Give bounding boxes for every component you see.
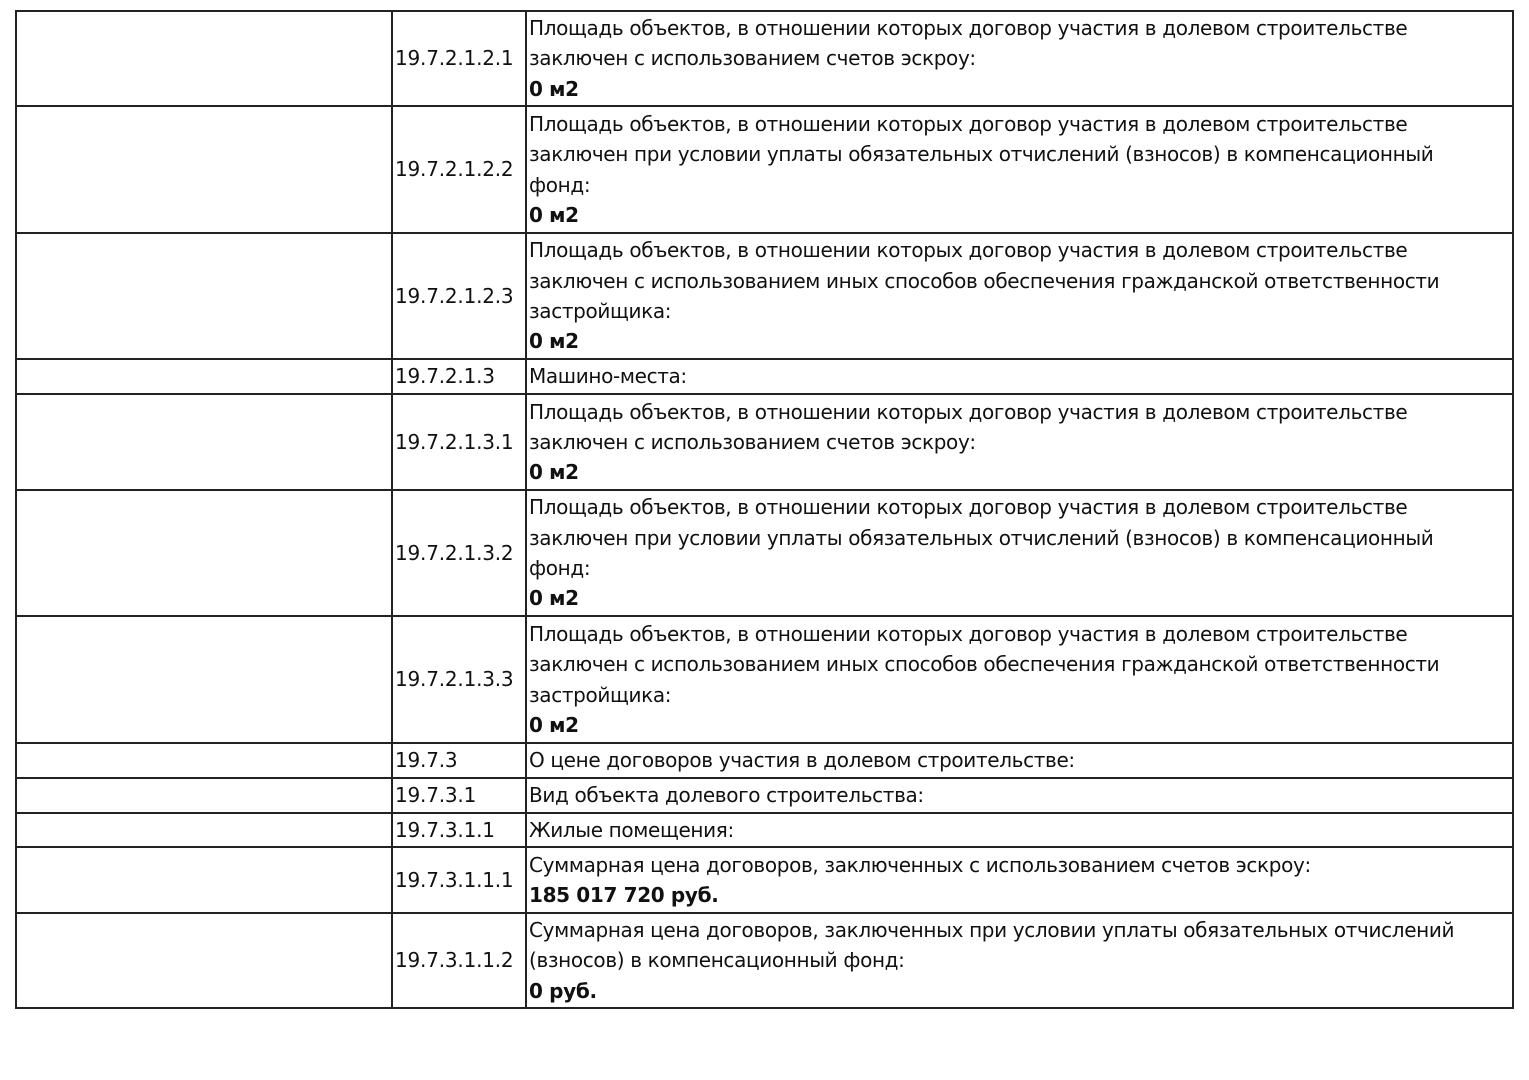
- description-line: заключен при условии уплаты обязательных…: [529, 142, 1434, 167]
- item-description: Суммарная цена договоров, заключенных пр…: [525, 912, 1514, 1009]
- description-line: заключен с использованием счетов эскроу:: [529, 429, 976, 454]
- table-row: 19.7.3.1.1.2 Суммарная цена договоров, за…: [15, 912, 1514, 1009]
- item-code: 19.7.2.1.3.2: [391, 489, 527, 617]
- description-line: застройщика:: [529, 299, 672, 323]
- description-line: Площадь объектов, в отношении которых до…: [529, 16, 1408, 41]
- description-line: Площадь объектов, в отношении которых до…: [529, 238, 1408, 263]
- description-line: застройщика:: [529, 682, 672, 707]
- table-row: 19.7.3.1.1.1 Суммарная цена договоров, за…: [15, 846, 1514, 914]
- description-line: Жилые помещения:: [529, 817, 734, 842]
- description-line: Суммарная цена договоров, заключенных с …: [529, 852, 1311, 877]
- item-code: 19.7.2.1.2.3: [391, 232, 527, 360]
- item-value: 0 м2: [529, 329, 579, 354]
- description-line: заключен с использованием счетов эскроу:: [529, 46, 976, 71]
- table-body: 19.7.2.1.2.1 Площадь объектов, в отношени…: [15, 10, 1514, 1009]
- empty-cell: [15, 10, 393, 107]
- item-code: 19.7.3.1.1.2: [391, 912, 527, 1009]
- item-description: Площадь объектов, в отношении которых до…: [525, 232, 1514, 360]
- description-line: Машино-места:: [529, 364, 687, 389]
- item-code: 19.7.3.1.1: [391, 812, 527, 848]
- item-code: 19.7.3.1.1.1: [391, 846, 527, 914]
- description-line: Вид объекта долевого строительства:: [529, 783, 924, 808]
- item-value: 0 м2: [529, 202, 579, 227]
- item-description: Вид объекта долевого строительства:: [525, 777, 1514, 814]
- item-value: 0 м2: [529, 712, 579, 737]
- empty-cell: [15, 846, 393, 914]
- item-code: 19.7.2.1.2.1: [391, 10, 527, 107]
- item-code: 19.7.2.1.3.3: [391, 615, 527, 744]
- empty-cell: [15, 358, 393, 395]
- item-description: Жилые помещения:: [525, 812, 1514, 848]
- empty-cell: [15, 812, 393, 848]
- description-line: Суммарная цена договоров, заключенных пр…: [529, 918, 1455, 943]
- table-row: 19.7.2.1.2.2 Площадь объектов, в отношени…: [15, 105, 1514, 234]
- item-description: Площадь объектов, в отношении которых до…: [525, 105, 1514, 234]
- empty-cell: [15, 232, 393, 360]
- item-value: 0 м2: [529, 586, 579, 611]
- item-value: 0 м2: [529, 460, 579, 485]
- description-line: Площадь объектов, в отношении которых до…: [529, 399, 1408, 424]
- description-line: Площадь объектов, в отношении которых до…: [529, 621, 1408, 646]
- description-line: заключен с использованием иных способов …: [529, 652, 1440, 677]
- description-line: Площадь объектов, в отношении которых до…: [529, 495, 1408, 520]
- description-line: О цене договоров участия в долевом строи…: [529, 748, 1075, 773]
- item-code: 19.7.2.1.3: [391, 358, 527, 395]
- item-value: 0 м2: [529, 76, 579, 101]
- empty-cell: [15, 777, 393, 814]
- item-code: 19.7.2.1.2.2: [391, 105, 527, 234]
- description-line: фонд:: [529, 556, 591, 580]
- table-row: 19.7.2.1.3 Машино-места:: [15, 358, 1514, 395]
- empty-cell: [15, 105, 393, 234]
- disclosure-table: 19.7.2.1.2.1 Площадь объектов, в отношени…: [15, 10, 1514, 1009]
- description-line: фонд:: [529, 172, 591, 197]
- table-row: 19.7.2.1.3.1 Площадь объектов, в отношени…: [15, 393, 1514, 491]
- empty-cell: [15, 742, 393, 779]
- table-row: 19.7.3.1 Вид объекта долевого строительст…: [15, 777, 1514, 814]
- item-description: О цене договоров участия в долевом строи…: [525, 742, 1514, 779]
- item-value: 185 017 720 руб.: [529, 883, 719, 907]
- item-value: 0 руб.: [529, 978, 597, 1003]
- item-code: 19.7.3: [391, 742, 527, 779]
- description-line: (взносов) в компенсационный фонд:: [529, 948, 905, 973]
- empty-cell: [15, 489, 393, 617]
- table-row: 19.7.2.1.2.1 Площадь объектов, в отношени…: [15, 10, 1514, 107]
- description-line: заключен при условии уплаты обязательных…: [529, 525, 1434, 550]
- item-description: Площадь объектов, в отношении которых до…: [525, 615, 1514, 744]
- item-description: Площадь объектов, в отношении которых до…: [525, 393, 1514, 491]
- empty-cell: [15, 912, 393, 1009]
- item-description: Суммарная цена договоров, заключенных с …: [525, 846, 1514, 914]
- item-code: 19.7.3.1: [391, 777, 527, 814]
- empty-cell: [15, 393, 393, 491]
- table-row: 19.7.3 О цене договоров участия в долевом…: [15, 742, 1514, 779]
- item-description: Площадь объектов, в отношении которых до…: [525, 489, 1514, 617]
- table-row: 19.7.2.1.3.3 Площадь объектов, в отношени…: [15, 615, 1514, 744]
- description-line: заключен с использованием иных способов …: [529, 268, 1440, 293]
- table-row: 19.7.3.1.1 Жилые помещения:: [15, 812, 1514, 848]
- description-line: Площадь объектов, в отношении которых до…: [529, 111, 1408, 136]
- item-code: 19.7.2.1.3.1: [391, 393, 527, 491]
- table-row: 19.7.2.1.2.3 Площадь объектов, в отношени…: [15, 232, 1514, 360]
- empty-cell: [15, 615, 393, 744]
- item-description: Площадь объектов, в отношении которых до…: [525, 10, 1514, 107]
- item-description: Машино-места:: [525, 358, 1514, 395]
- table-row: 19.7.2.1.3.2 Площадь объектов, в отношени…: [15, 489, 1514, 617]
